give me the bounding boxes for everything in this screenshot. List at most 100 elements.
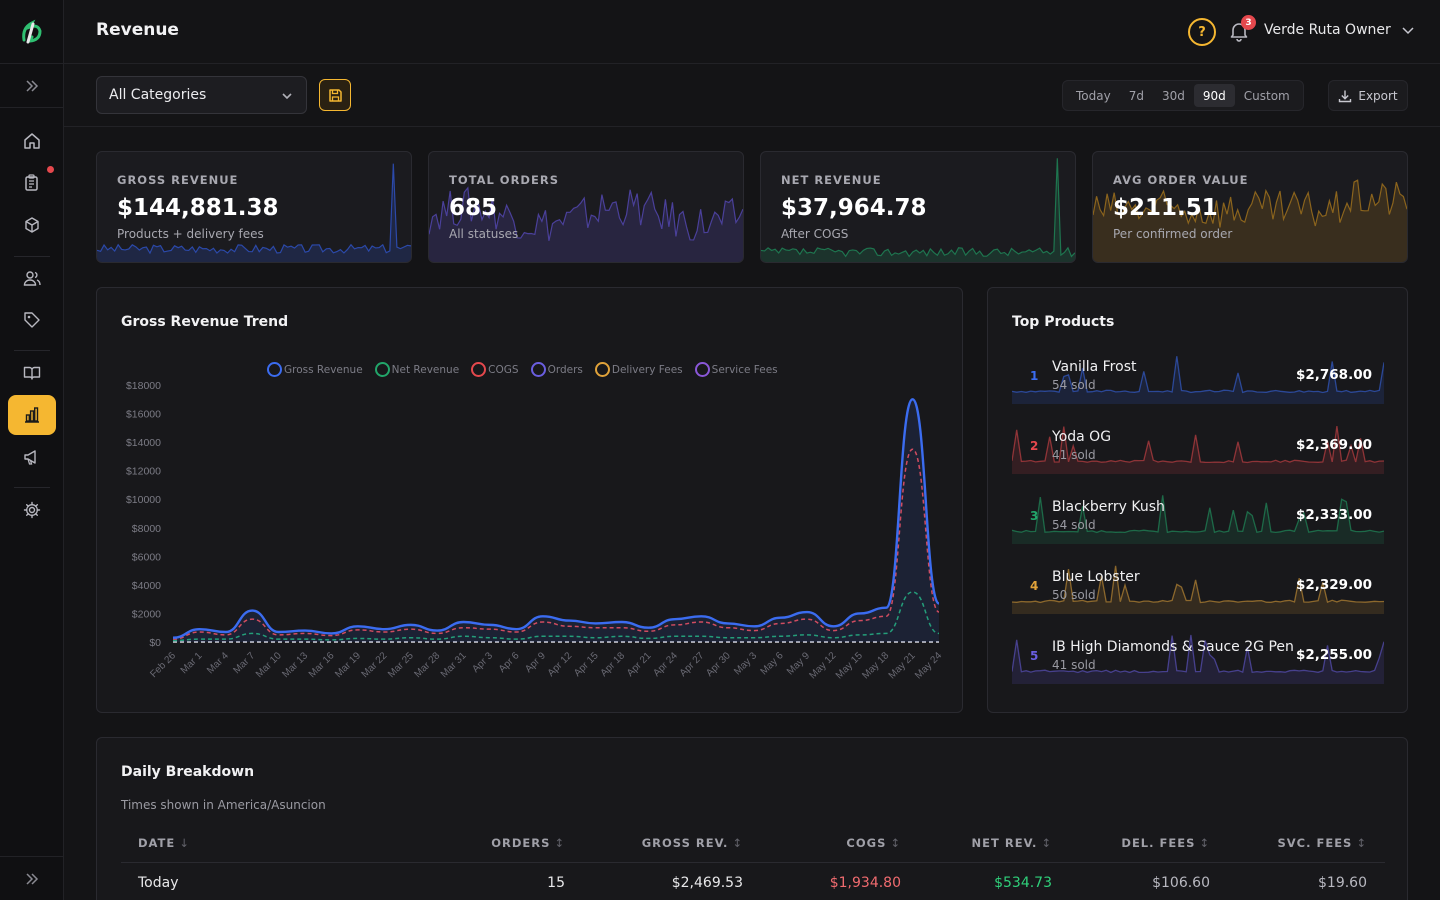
- export-label: Export: [1358, 88, 1398, 103]
- product-revenue: $2,255.00: [1295, 647, 1372, 663]
- nav-marketing[interactable]: [8, 437, 56, 477]
- product-name: Blackberry Kush: [1052, 499, 1165, 515]
- expand-sidebar-button[interactable]: [0, 64, 64, 108]
- collapse-sidebar-button[interactable]: [0, 856, 64, 900]
- y-tick-label: $0: [149, 637, 161, 649]
- legend-item[interactable]: COGS: [471, 362, 519, 377]
- user-menu[interactable]: Verde Ruta Owner: [1264, 22, 1415, 38]
- x-tick-label: May 18: [860, 650, 891, 681]
- product-sparkline: [1012, 356, 1384, 404]
- save-icon: [328, 88, 342, 102]
- x-tick-label: Mar 31: [439, 650, 469, 680]
- range-custom[interactable]: Custom: [1243, 88, 1290, 103]
- panel-title: Top Products: [1012, 314, 1115, 330]
- product-revenue: $2,333.00: [1295, 507, 1372, 523]
- kpi-label: AVG ORDER VALUE: [1113, 173, 1249, 187]
- x-tick-label: Mar 19: [333, 650, 363, 680]
- nav-analytics[interactable]: [8, 395, 56, 435]
- nav-orders[interactable]: [8, 163, 56, 203]
- sort-icon: ↓: [179, 836, 190, 850]
- legend-item[interactable]: Gross Revenue: [267, 362, 363, 377]
- column-header-cogs[interactable]: COGS ↕: [846, 836, 901, 850]
- x-tick-label: Apr 24: [651, 650, 680, 679]
- kpi-value: $211.51: [1113, 195, 1218, 221]
- export-button[interactable]: Export: [1328, 80, 1408, 111]
- kpi-subtitle: All statuses: [449, 227, 519, 241]
- sort-icon: ↕: [554, 836, 565, 850]
- book-open-icon: [23, 366, 41, 380]
- product-sparkline: [1012, 634, 1384, 684]
- product-rank: 1: [1030, 369, 1039, 383]
- category-select[interactable]: All Categories: [96, 76, 307, 114]
- column-header-svc-fees[interactable]: SVC. FEES ↕: [1277, 836, 1367, 850]
- help-button[interactable]: ?: [1188, 18, 1216, 46]
- sort-icon: ↕: [1041, 836, 1052, 850]
- sidebar-divider: [14, 256, 50, 257]
- x-tick-label: Mar 16: [307, 650, 337, 680]
- kpi-avg-order-value: AVG ORDER VALUE $211.51 Per confirmed or…: [1092, 151, 1408, 263]
- column-header-del-fees[interactable]: DEL. FEES ↕: [1121, 836, 1210, 850]
- x-tick-label: May 15: [834, 650, 865, 681]
- list-item[interactable]: 5 IB High Diamonds & Sauce 2G Pen 41 sol…: [1012, 628, 1384, 684]
- column-header-orders[interactable]: ORDERS ↕: [491, 836, 565, 850]
- range-30d[interactable]: 30d: [1161, 88, 1185, 103]
- column-header-date[interactable]: DATE ↓: [138, 836, 190, 850]
- y-tick-label: $8000: [132, 523, 161, 535]
- list-item[interactable]: 2 Yoda OG 41 sold $2,369.00: [1012, 418, 1384, 474]
- nav-settings[interactable]: [8, 490, 56, 530]
- product-sold: 54 sold: [1052, 378, 1096, 392]
- category-select-value: All Categories: [109, 87, 207, 103]
- brand-logo[interactable]: [0, 0, 64, 64]
- list-item[interactable]: 4 Blue Lobster 50 sold $2,329.00: [1012, 558, 1384, 614]
- nav-home[interactable]: [8, 121, 56, 161]
- x-tick-label: May 24: [913, 650, 944, 681]
- legend-label: Service Fees: [711, 363, 778, 376]
- bar-chart-icon: [25, 407, 39, 423]
- column-header-net-rev[interactable]: NET REV. ↕: [971, 836, 1052, 850]
- range-today[interactable]: Today: [1076, 88, 1111, 103]
- legend-item[interactable]: Delivery Fees: [594, 362, 683, 377]
- list-item[interactable]: 1 Vanilla Frost 54 sold $2,768.00: [1012, 348, 1384, 404]
- legend-item[interactable]: Orders: [530, 362, 583, 377]
- nav-customers[interactable]: [8, 258, 56, 298]
- kpi-sparkline: [761, 158, 1075, 262]
- cell-net: $534.73: [994, 875, 1052, 891]
- product-rank: 3: [1030, 509, 1039, 523]
- megaphone-icon: [24, 450, 36, 465]
- x-tick-label: Apr 3: [470, 650, 495, 675]
- x-tick-label: Apr 15: [572, 650, 601, 679]
- range-90d[interactable]: 90d: [1193, 84, 1235, 107]
- x-tick-label: Mar 10: [254, 650, 284, 680]
- tag-icon: [24, 312, 40, 328]
- legend-marker: [267, 362, 282, 377]
- gross-revenue-trend-panel: Gross Revenue Trend Gross Revenue Net Rev…: [96, 287, 963, 713]
- nav-tags[interactable]: [8, 300, 56, 340]
- y-tick-label: $4000: [132, 580, 161, 592]
- orders-icon: [25, 174, 38, 191]
- legend-item[interactable]: Service Fees: [694, 362, 778, 377]
- product-name: Yoda OG: [1052, 429, 1112, 445]
- legend-item[interactable]: Net Revenue: [374, 362, 459, 377]
- users-icon: [23, 271, 41, 286]
- range-7d[interactable]: 7d: [1128, 88, 1144, 103]
- nav-catalog[interactable]: [8, 353, 56, 393]
- sidebar-divider: [14, 487, 50, 488]
- kpi-label: GROSS REVENUE: [117, 173, 239, 187]
- y-tick-label: $10000: [126, 494, 161, 506]
- series-line-cogs: [172, 448, 940, 640]
- nav-products[interactable]: [8, 205, 56, 245]
- cell-orders: 15: [547, 875, 565, 891]
- x-tick-label: Mar 4: [205, 650, 231, 676]
- x-tick-label: Apr 27: [678, 650, 707, 679]
- x-tick-label: Mar 28: [412, 650, 442, 680]
- list-item[interactable]: 3 Blackberry Kush 54 sold $2,333.00: [1012, 488, 1384, 544]
- notification-count-badge: 3: [1241, 15, 1256, 30]
- column-header-gross-rev[interactable]: GROSS REV. ↕: [641, 836, 743, 850]
- chevrons-right-icon: [26, 872, 39, 885]
- top-header: Revenue ? 3 Verde Ruta Owner: [64, 0, 1440, 64]
- y-tick-label: $18000: [126, 380, 161, 392]
- save-filter-button[interactable]: [319, 79, 351, 111]
- notification-dot: [47, 166, 54, 173]
- x-tick-label: Apr 12: [546, 650, 575, 679]
- x-tick-label: Apr 18: [599, 650, 628, 679]
